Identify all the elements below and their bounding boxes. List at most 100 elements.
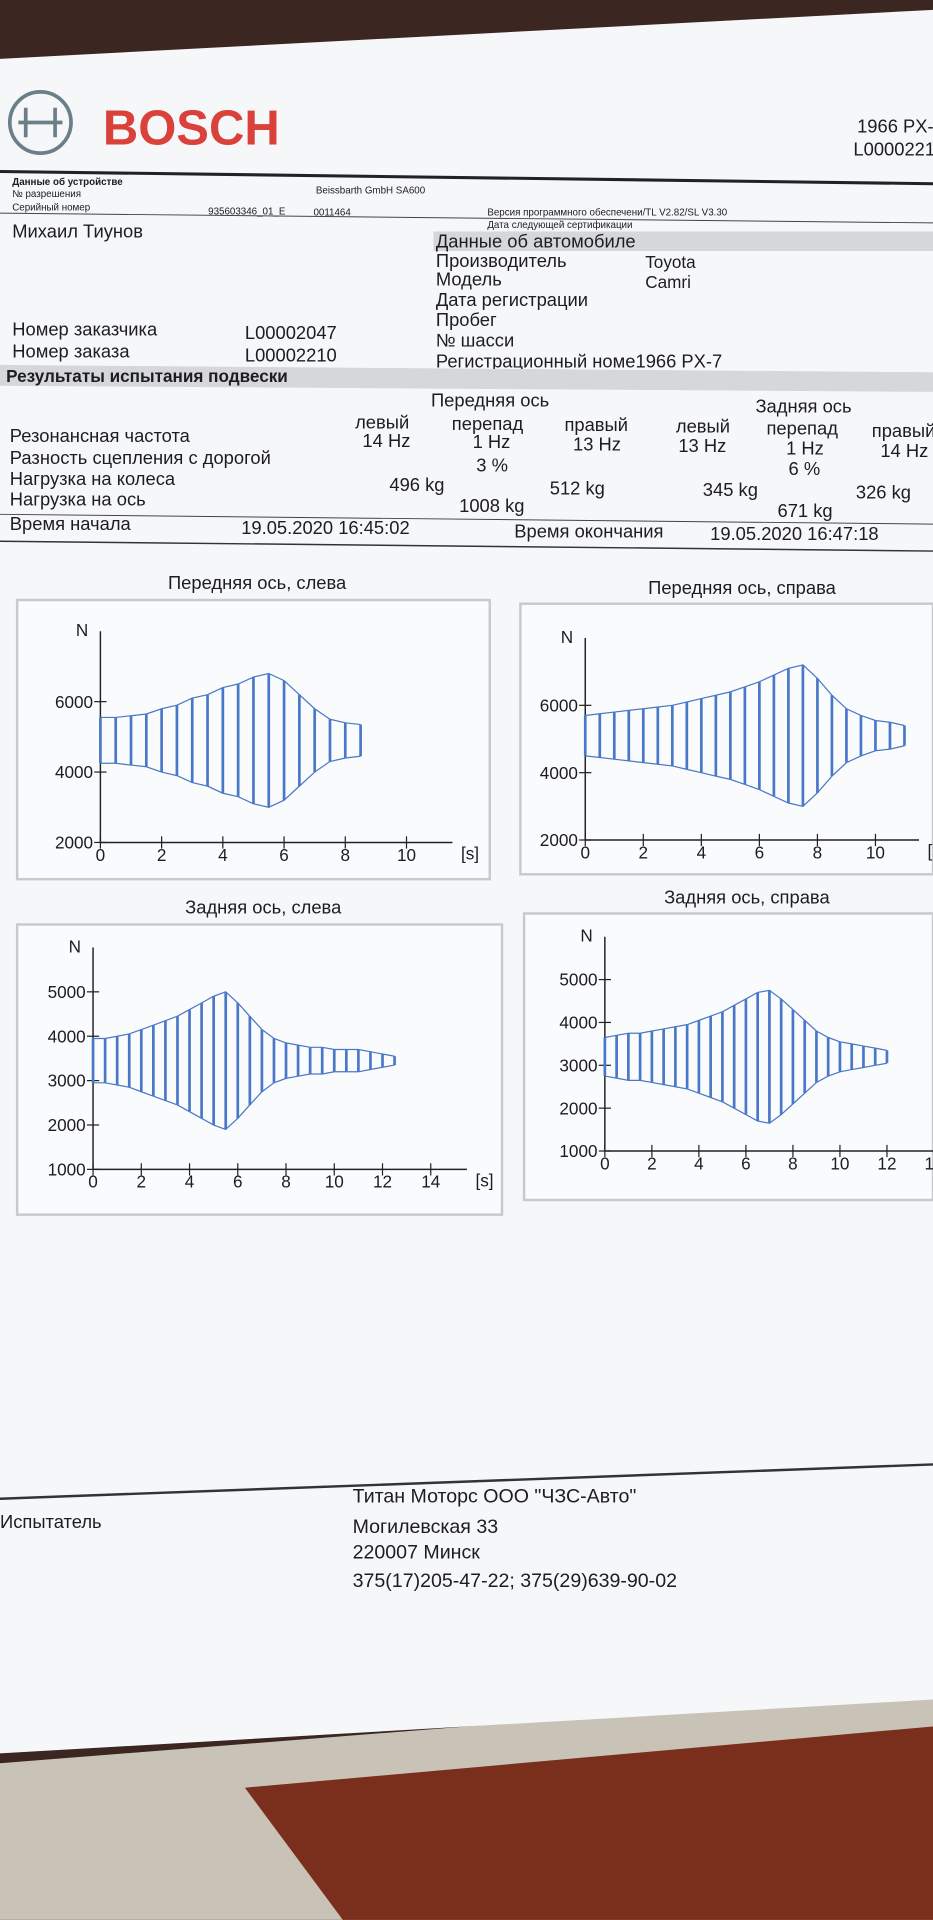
cell: 13 Hz xyxy=(573,434,621,455)
chart-title: Передняя ось, слева xyxy=(168,572,347,593)
y-axis-label: N xyxy=(76,620,88,640)
order-no: L00002210 xyxy=(245,344,337,365)
x-tick-label: 8 xyxy=(813,842,823,862)
x-axis-label: [s xyxy=(928,841,933,861)
y-axis-label: N xyxy=(69,936,81,956)
reg-date-label: Дата регистрации xyxy=(436,289,588,310)
y-tick-label: 2000 xyxy=(540,830,578,850)
envelope xyxy=(93,991,395,1057)
rule xyxy=(0,169,933,186)
next-cert: Дата следующей сертификации xyxy=(487,220,632,231)
y-tick-label: 4000 xyxy=(55,762,93,782)
column-header: перепад xyxy=(452,413,524,434)
chart-title: Задняя ось, слева xyxy=(185,896,342,917)
column-header: правый xyxy=(564,414,628,435)
column-header: перепад xyxy=(766,418,838,439)
maker: Beissbarth GmbH SA600 xyxy=(316,186,426,197)
x-tick-label: 10 xyxy=(866,842,885,862)
customer-no-label: Номер заказчика xyxy=(12,319,158,340)
x-tick-label: 8 xyxy=(341,845,351,865)
rule xyxy=(0,212,933,224)
x-tick-label: 4 xyxy=(185,1172,195,1192)
manufacturer-label: Производитель xyxy=(436,250,567,271)
paper xyxy=(0,9,933,1754)
y-tick-label: 4000 xyxy=(540,763,578,783)
column-header: левый xyxy=(676,415,730,436)
front-axle: Передняя ось xyxy=(431,390,549,411)
registration: 1966 PX- xyxy=(857,115,933,136)
logo-mark xyxy=(18,107,63,138)
tester-label: Испытатель xyxy=(0,1511,102,1532)
rule xyxy=(0,1463,933,1500)
x-tick-label: 10 xyxy=(325,1172,344,1192)
results-title: Результаты испытания подвески xyxy=(6,366,288,386)
logo-ring xyxy=(7,90,73,155)
device-title: Данные об устройстве xyxy=(12,177,123,188)
column-header: правый xyxy=(872,420,933,441)
brand: BOSCH xyxy=(103,102,280,156)
x-tick-label: 4 xyxy=(694,1153,704,1173)
y-tick-label: 6000 xyxy=(55,692,93,712)
x-tick-label: 2 xyxy=(137,1172,147,1192)
model-label: Модель xyxy=(436,268,502,289)
y-tick-label: 1000 xyxy=(559,1141,597,1161)
start: 19.05.2020 16:45:02 xyxy=(241,517,409,538)
row-label: Нагрузка на ось xyxy=(10,489,146,510)
serial: 935603346_01_E xyxy=(208,206,286,217)
serial-label: Серийный номер xyxy=(12,203,90,214)
envelope xyxy=(585,664,905,727)
x-tick-label: 10 xyxy=(830,1153,849,1173)
wood-panel xyxy=(244,1726,933,1920)
x-tick-label: 6 xyxy=(279,845,289,865)
order: L0000221 xyxy=(853,139,933,160)
x-tick-label: 0 xyxy=(96,845,106,865)
street: Могилевская 33 xyxy=(353,1516,499,1538)
y-tick-label: 1000 xyxy=(48,1159,86,1179)
cell: 6 % xyxy=(789,458,821,479)
y-tick-label: 6000 xyxy=(540,695,578,715)
envelope xyxy=(100,672,361,726)
cell: 671 kg xyxy=(778,500,833,521)
envelope xyxy=(93,1064,395,1131)
vehicle-band xyxy=(433,231,933,252)
charts: Передняя ось, слева N [s] 2000 4000 6000 0 2 4 6 8… xyxy=(15,572,933,1216)
chart-frame xyxy=(519,602,933,876)
y-tick-label: 5000 xyxy=(559,970,597,990)
x-tick-label: 4 xyxy=(218,845,228,865)
x-axis-label: [s] xyxy=(475,1171,493,1191)
model: Camri xyxy=(645,272,691,292)
cell: 1008 kg xyxy=(459,495,524,516)
cell: 13 Hz xyxy=(678,435,726,456)
chassis-label: № шасси xyxy=(436,330,514,351)
end: 19.05.2020 16:47:18 xyxy=(710,523,878,544)
x-tick-label: 10 xyxy=(397,845,416,865)
row-label: Разность сцепления с дорогой xyxy=(10,447,271,468)
y-tick-label: 2000 xyxy=(48,1115,86,1135)
cell: 326 kg xyxy=(856,481,911,502)
software: Версия программного обеспечени/TL V2.82/… xyxy=(487,208,727,219)
city: 220007 Минск xyxy=(353,1542,481,1564)
x-tick-label: 12 xyxy=(877,1153,896,1173)
cell: 1 Hz xyxy=(786,437,824,458)
manufacturer: Toyota xyxy=(645,252,696,272)
chart-frame xyxy=(15,923,504,1216)
serial-suffix: 0011464 xyxy=(313,208,351,219)
cell: 3 % xyxy=(476,454,508,475)
rule xyxy=(0,513,933,525)
x-tick-label: 6 xyxy=(755,842,765,862)
y-axis-label: N xyxy=(561,627,573,647)
chart-title: Задняя ось, справа xyxy=(664,887,830,908)
mileage-label: Пробег xyxy=(436,309,497,330)
end-label: Время окончания xyxy=(514,521,663,542)
cell: 14 Hz xyxy=(362,430,410,451)
y-tick-label: 2000 xyxy=(55,833,93,853)
x-axis-label: [s] xyxy=(461,844,479,864)
x-tick-label: 6 xyxy=(741,1153,751,1173)
x-tick-label: 0 xyxy=(88,1172,98,1192)
cell: 14 Hz xyxy=(880,440,928,461)
company: Титан Моторс ООО "ЧЗС-Авто" xyxy=(353,1485,637,1507)
x-tick-label: 0 xyxy=(581,842,591,862)
envelope xyxy=(585,745,905,808)
